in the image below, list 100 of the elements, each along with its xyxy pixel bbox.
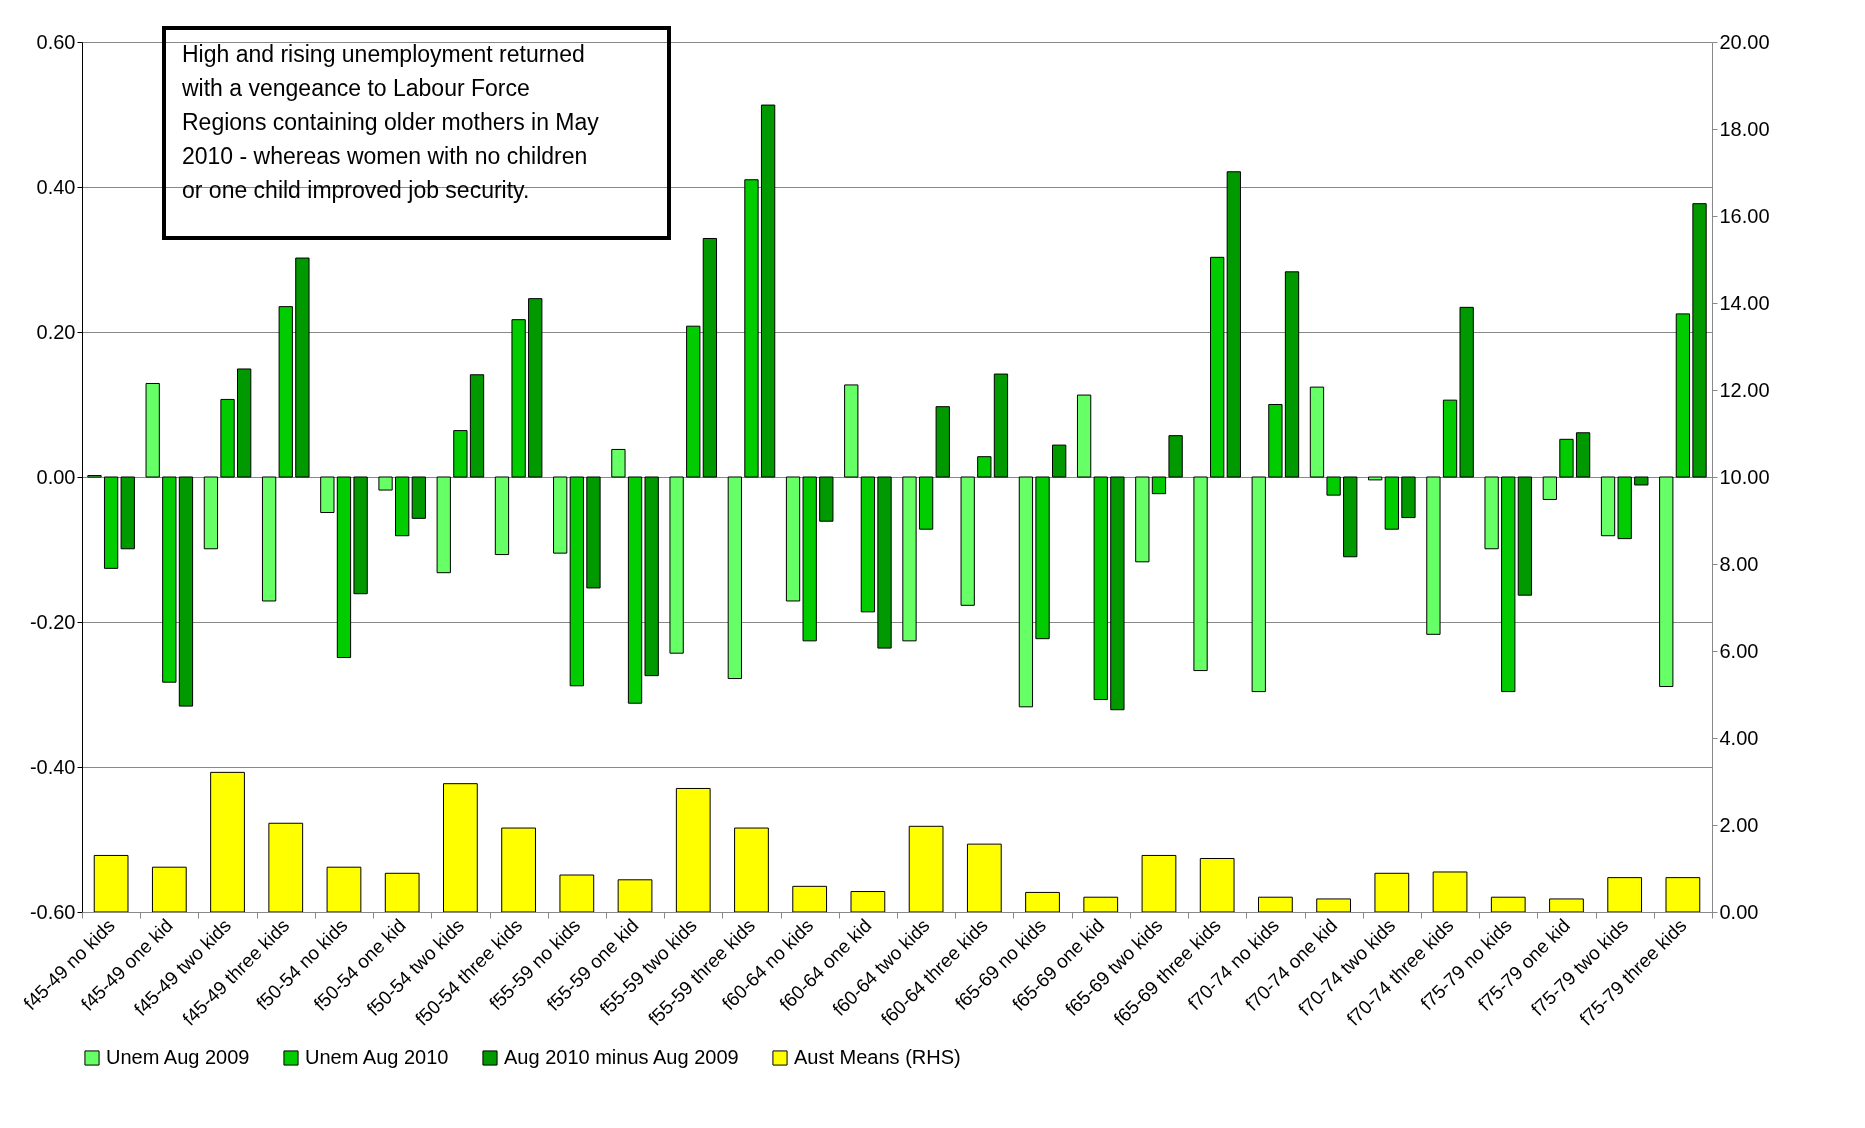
bar bbox=[860, 476, 876, 613]
bar bbox=[1600, 476, 1616, 537]
y2-tick-label: 20.00 bbox=[1719, 30, 1770, 53]
bar bbox=[1659, 476, 1674, 688]
bar bbox=[792, 885, 828, 913]
bar bbox=[1484, 476, 1499, 550]
bar bbox=[1607, 877, 1643, 913]
bar bbox=[785, 476, 801, 602]
bar bbox=[1692, 203, 1707, 478]
bar bbox=[93, 854, 129, 913]
bar bbox=[1193, 476, 1208, 672]
bar bbox=[1251, 476, 1266, 693]
bar bbox=[326, 866, 362, 913]
bar bbox=[760, 104, 776, 478]
y2-tick-label: 18.00 bbox=[1719, 117, 1770, 140]
bar bbox=[1501, 476, 1516, 693]
bar bbox=[1549, 898, 1584, 913]
bar bbox=[103, 476, 119, 569]
bar bbox=[1617, 476, 1632, 540]
bar bbox=[384, 872, 420, 913]
bar bbox=[1268, 404, 1283, 478]
bar bbox=[1168, 435, 1183, 478]
bar bbox=[395, 476, 410, 537]
bar bbox=[734, 827, 769, 913]
bar bbox=[378, 476, 393, 491]
bar bbox=[411, 476, 426, 519]
bar bbox=[1025, 891, 1060, 913]
bar bbox=[1052, 444, 1067, 478]
bar bbox=[553, 476, 568, 554]
bar bbox=[1401, 476, 1416, 519]
bar bbox=[353, 476, 368, 595]
bar bbox=[902, 476, 917, 642]
bar bbox=[1135, 476, 1150, 563]
bar bbox=[966, 843, 1002, 913]
y-tick-label: 0.00 bbox=[36, 465, 76, 488]
bar bbox=[278, 306, 293, 478]
bar bbox=[850, 891, 886, 913]
bar bbox=[686, 325, 701, 478]
bar bbox=[744, 179, 759, 478]
bar bbox=[443, 783, 478, 913]
legend-label: Unem Aug 2010 bbox=[305, 1046, 449, 1068]
bar bbox=[844, 384, 859, 478]
bar bbox=[237, 368, 252, 478]
y-tick-label: 0.40 bbox=[36, 175, 76, 198]
bar bbox=[1559, 438, 1574, 478]
bar bbox=[1284, 271, 1300, 478]
bar bbox=[295, 257, 310, 478]
y2-tick-label: 6.00 bbox=[1719, 639, 1759, 662]
bar bbox=[1316, 898, 1351, 913]
bar bbox=[559, 874, 595, 913]
bar bbox=[1442, 399, 1458, 478]
bar bbox=[1258, 896, 1293, 913]
bar bbox=[1151, 476, 1167, 495]
annotation: High and rising unemployment returned with a vengeance to Labour Force Regions containing older mothers in May 2010 - whereas women with no children or one child improved job security. bbox=[181, 41, 600, 203]
bar bbox=[203, 476, 219, 550]
bar bbox=[1426, 476, 1441, 635]
y-tick-label: 0.20 bbox=[36, 320, 76, 343]
y2-tick-label: 16.00 bbox=[1719, 204, 1770, 227]
bar bbox=[1110, 476, 1125, 711]
bar bbox=[675, 787, 711, 913]
bar bbox=[1309, 386, 1325, 478]
bar bbox=[1343, 476, 1358, 558]
bar bbox=[611, 448, 626, 478]
bar bbox=[977, 456, 992, 478]
bar bbox=[494, 476, 510, 556]
bar bbox=[1326, 476, 1341, 496]
bar bbox=[162, 476, 177, 683]
bar bbox=[727, 476, 742, 680]
bar bbox=[993, 373, 1009, 478]
bar bbox=[1035, 476, 1050, 640]
bar bbox=[802, 476, 817, 642]
bar bbox=[528, 298, 543, 478]
bar bbox=[1076, 394, 1092, 478]
bar bbox=[1018, 476, 1034, 708]
legend-label: Unem Aug 2009 bbox=[106, 1046, 250, 1068]
y2-tick-label: 14.00 bbox=[1719, 291, 1770, 314]
bar bbox=[1384, 476, 1399, 530]
bar bbox=[1083, 896, 1119, 913]
bar bbox=[1490, 896, 1526, 913]
bar bbox=[1226, 171, 1241, 478]
bar bbox=[1517, 476, 1533, 596]
legend-label: Aust Means (RHS) bbox=[794, 1046, 961, 1068]
bar bbox=[1210, 256, 1225, 478]
bar bbox=[120, 476, 135, 550]
bar bbox=[1432, 871, 1468, 913]
bar bbox=[336, 476, 352, 659]
bar bbox=[178, 476, 194, 707]
y2-tick-label: 0.00 bbox=[1719, 900, 1759, 923]
bar bbox=[935, 406, 950, 478]
y2-tick-label: 12.00 bbox=[1719, 378, 1770, 401]
bar bbox=[1542, 476, 1557, 500]
bar bbox=[511, 319, 526, 478]
bar bbox=[877, 476, 892, 649]
bar bbox=[569, 476, 584, 687]
bar bbox=[617, 879, 653, 913]
y2-tick-label: 8.00 bbox=[1719, 552, 1759, 575]
bar bbox=[1141, 854, 1177, 913]
legend-label: Aug 2010 minus Aug 2009 bbox=[504, 1046, 739, 1068]
bar bbox=[1665, 877, 1701, 913]
y-tick-label: 0.60 bbox=[36, 30, 76, 53]
